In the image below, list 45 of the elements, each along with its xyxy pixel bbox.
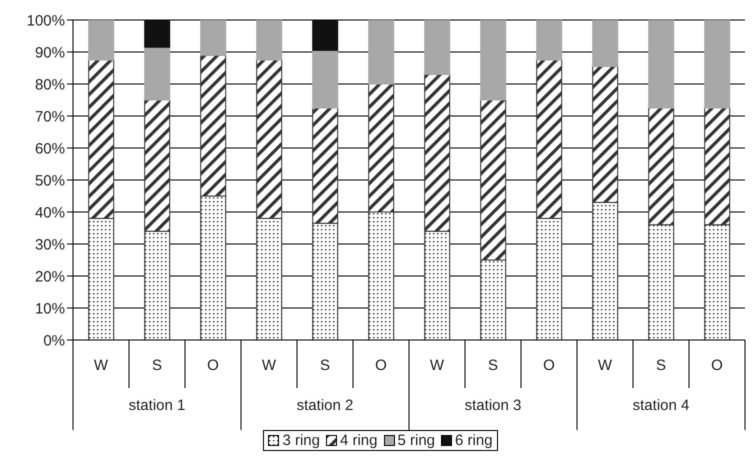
y-tick-label: 40% <box>34 204 65 222</box>
x-tick-label: W <box>430 357 445 374</box>
y-tick-label: 70% <box>34 108 65 126</box>
bar <box>88 20 114 60</box>
x-tick-label: S <box>152 357 162 374</box>
y-tick-label: 60% <box>34 140 65 158</box>
legend-label: 3 ring <box>281 432 320 449</box>
x-tick-label: O <box>543 357 555 374</box>
bar <box>144 20 170 48</box>
y-tick-label: 90% <box>34 44 65 62</box>
x-tick-label: O <box>375 357 387 374</box>
y-tick-label: 30% <box>34 236 65 254</box>
text: station 4 <box>632 397 690 414</box>
legend-label: 5 ring <box>396 432 436 449</box>
x-tick-label: S <box>656 357 666 374</box>
y-tick-label: 0% <box>43 332 65 350</box>
x-tick-label: O <box>207 357 219 374</box>
legend-label: 6 ring <box>454 432 493 449</box>
y-tick-label: 100% <box>26 12 65 30</box>
bar <box>424 20 450 75</box>
y-tick-label: 50% <box>34 172 65 190</box>
bar <box>312 50 338 108</box>
bar <box>704 20 730 108</box>
bar <box>200 20 226 56</box>
bar <box>256 20 282 60</box>
x-tick-label: W <box>598 357 613 374</box>
bar <box>368 20 394 84</box>
bar <box>536 20 562 60</box>
x-tick-label: S <box>488 357 498 374</box>
bar <box>144 46 170 100</box>
y-tick-label: 10% <box>34 300 65 318</box>
x-tick-label: O <box>711 357 723 374</box>
y-tick-label: 80% <box>34 76 65 94</box>
bar <box>592 20 618 67</box>
bar <box>648 20 674 108</box>
x-tick-label: W <box>94 357 109 374</box>
bar <box>480 20 506 100</box>
x-tick-label: W <box>262 357 277 374</box>
y-tick-label: 20% <box>34 268 65 286</box>
bar <box>312 20 338 51</box>
text: station 2 <box>296 397 354 414</box>
x-tick-label: S <box>320 357 330 374</box>
text: station 1 <box>128 397 186 414</box>
legend-label: 4 ring <box>338 432 378 449</box>
text: station 3 <box>464 397 522 414</box>
